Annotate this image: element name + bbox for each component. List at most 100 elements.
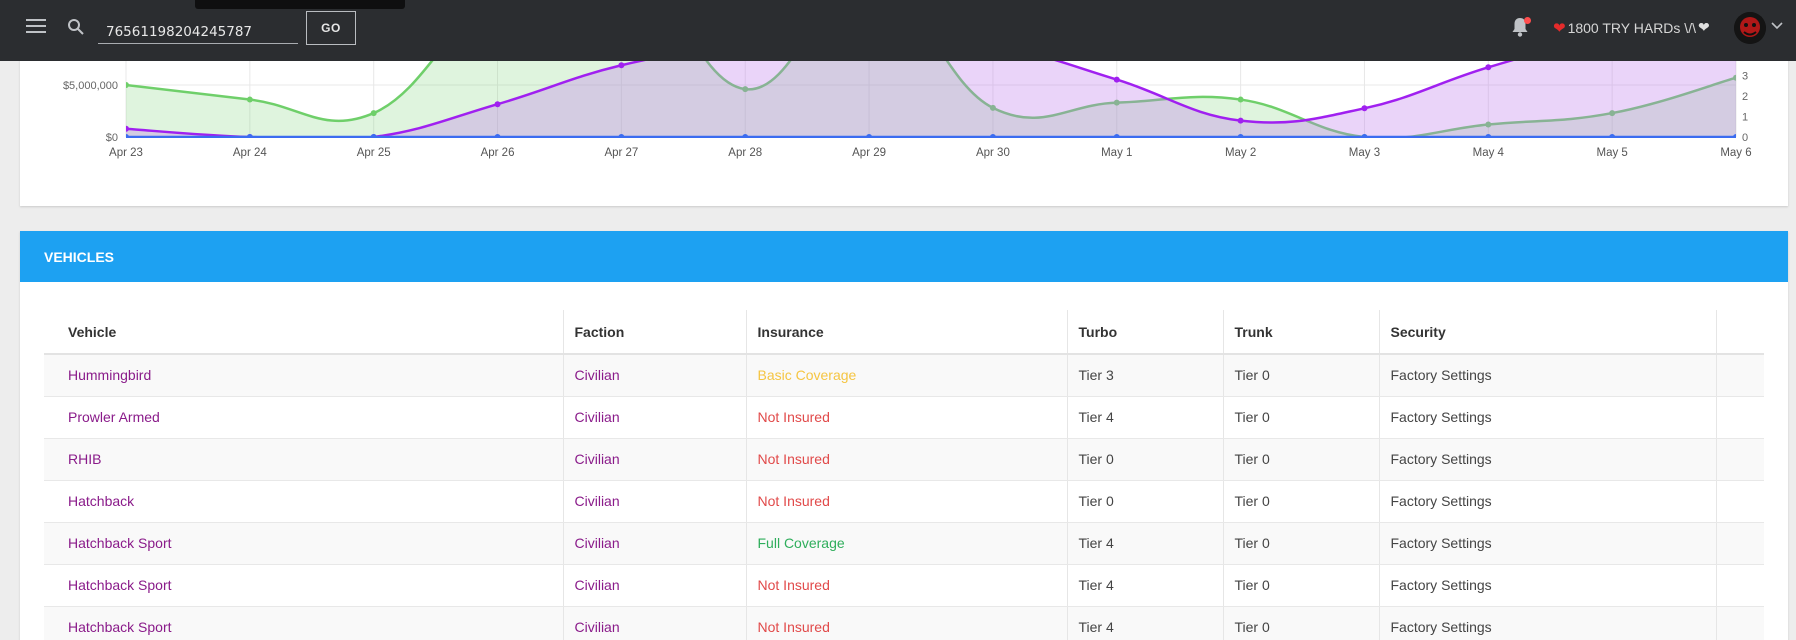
faction-link[interactable]: Civilian <box>574 577 620 593</box>
y-right-tick-label: 3 <box>1742 71 1748 83</box>
table-cell-security: Factory Settings <box>1378 438 1716 481</box>
security-setting: Factory Settings <box>1390 493 1492 509</box>
vehicle-name-link[interactable]: Hatchback Sport <box>68 577 172 593</box>
hamburger-menu-icon[interactable] <box>26 19 46 35</box>
top-navbar: GO ❤ 1800 TRY HARDs \/\ ❤ <box>0 0 1796 61</box>
bell-icon[interactable] <box>1510 16 1530 38</box>
series-2-point-12 <box>1609 134 1616 138</box>
go-button[interactable]: GO <box>306 11 356 45</box>
column-header-insurance[interactable]: Insurance <box>745 310 1067 355</box>
chart-card: $0 $5,000,000 0 1 2 3 Apr 23 Apr 24 Apr 25 Apr 26… <box>20 40 1788 206</box>
column-header-faction[interactable]: Faction <box>562 310 746 355</box>
table-header-row: Vehicle Faction Insurance Turbo Trunk Se… <box>44 310 1764 355</box>
table-cell-vehicle: Hatchback Sport <box>44 606 563 640</box>
chevron-down-icon[interactable] <box>1771 21 1783 31</box>
trunk-tier: Tier 0 <box>1234 367 1270 384</box>
series-0-point-13 <box>1733 74 1736 81</box>
faction-link[interactable]: Civilian <box>574 409 620 425</box>
series-2-point-13 <box>1733 134 1736 138</box>
table-cell-security: Factory Settings <box>1378 354 1716 397</box>
series-2-point-0 <box>126 134 129 138</box>
insurance-status: Basic Coverage <box>757 367 857 384</box>
table-row[interactable]: Hatchback Sport Civilian Not Insured Tier 4… <box>44 564 1764 607</box>
turbo-tier: Tier 3 <box>1078 367 1114 384</box>
faction-link[interactable]: Civilian <box>574 493 620 509</box>
table-cell-extra <box>1715 480 1764 523</box>
table-cell-security: Factory Settings <box>1378 396 1716 439</box>
x-tick-label: May 2 <box>1225 147 1256 159</box>
faction-link[interactable]: Civilian <box>574 367 620 384</box>
heart-icon: ❤ <box>1553 19 1566 37</box>
series-0-point-11 <box>1485 121 1492 128</box>
table-cell-turbo: Tier 0 <box>1066 480 1223 523</box>
tooltip-strip <box>195 0 405 9</box>
series-2-point-3 <box>494 134 501 138</box>
vehicle-name-link[interactable]: Hatchback <box>68 493 135 509</box>
table-row[interactable]: Hummingbird Civilian Basic Coverage Tier 3 T… <box>44 354 1764 397</box>
table-cell-trunk: Tier 0 <box>1222 564 1379 607</box>
x-tick-label: Apr 29 <box>852 147 886 159</box>
series-1-area <box>126 40 1736 138</box>
table-cell-insurance: Not Insured <box>745 564 1067 607</box>
series-0-point-8 <box>1113 99 1120 106</box>
table-row[interactable]: Prowler Armed Civilian Not Insured Tier 4 Ti… <box>44 396 1764 439</box>
table-cell-vehicle: Hummingbird <box>44 354 563 397</box>
column-header-turbo[interactable]: Turbo <box>1066 310 1223 355</box>
series-2-point-10 <box>1361 134 1368 138</box>
series-1-line <box>126 40 1594 138</box>
vehicle-name-link[interactable]: Hummingbird <box>68 367 152 384</box>
vehicles-table: Vehicle Faction Insurance Turbo Trunk Se… <box>44 310 1764 640</box>
series-2-point-7 <box>989 134 996 138</box>
table-cell-trunk: Tier 0 <box>1222 396 1379 439</box>
turbo-tier: Tier 4 <box>1078 535 1114 551</box>
table-cell-insurance: Not Insured <box>745 438 1067 481</box>
trunk-tier: Tier 0 <box>1234 451 1270 467</box>
vehicle-name-link[interactable]: RHIB <box>68 451 102 467</box>
table-cell-insurance: Not Insured <box>745 606 1067 640</box>
series-0-point-2 <box>370 110 377 117</box>
vehicle-name-link[interactable]: Hatchback Sport <box>68 619 172 635</box>
x-tick-label: Apr 27 <box>604 147 638 159</box>
steam-id-search-input[interactable] <box>98 16 298 44</box>
y-right-tick-label: 1 <box>1742 112 1748 124</box>
table-cell-turbo: Tier 4 <box>1066 522 1223 565</box>
table-row[interactable]: Hatchback Sport Civilian Not Insured Tier 4… <box>44 606 1764 640</box>
trunk-tier: Tier 0 <box>1234 619 1270 635</box>
table-cell-extra <box>1715 438 1764 481</box>
security-setting: Factory Settings <box>1390 451 1492 467</box>
vehicles-card: VEHICLES Vehicle Faction Insurance Turbo… <box>20 231 1788 640</box>
avatar[interactable] <box>1734 12 1766 44</box>
security-setting: Factory Settings <box>1390 367 1492 384</box>
column-header-security[interactable]: Security <box>1378 310 1716 355</box>
faction-link[interactable]: Civilian <box>574 619 620 635</box>
column-header-vehicle[interactable]: Vehicle <box>44 310 563 355</box>
table-cell-vehicle: Hatchback Sport <box>44 564 563 607</box>
user-menu[interactable]: ❤ 1800 TRY HARDs \/\ ❤ <box>1553 16 1710 40</box>
series-0-point-1 <box>246 96 253 103</box>
search-icon[interactable] <box>67 18 85 36</box>
vehicle-name-link[interactable]: Prowler Armed <box>68 409 160 425</box>
vehicle-name-link[interactable]: Hatchback Sport <box>68 535 172 551</box>
y-left-tick-label: $0 <box>106 132 118 144</box>
y-left-tick-label: $5,000,000 <box>63 80 118 92</box>
trunk-tier: Tier 0 <box>1234 493 1270 509</box>
insurance-status: Not Insured <box>757 451 830 467</box>
series-1-point-10 <box>1361 105 1368 112</box>
series-2-point-1 <box>246 134 253 138</box>
trunk-tier: Tier 0 <box>1234 577 1270 593</box>
insurance-status: Not Insured <box>757 577 830 593</box>
x-tick-label: Apr 23 <box>109 147 143 159</box>
series-2-point-9 <box>1237 134 1244 138</box>
column-header-trunk[interactable]: Trunk <box>1222 310 1379 355</box>
table-cell-faction: Civilian <box>562 564 746 607</box>
table-row[interactable]: RHIB Civilian Not Insured Tier 0 Tier 0 Facto… <box>44 438 1764 481</box>
table-cell-turbo: Tier 4 <box>1066 606 1223 640</box>
table-row[interactable]: Hatchback Civilian Not Insured Tier 0 Tier 0… <box>44 480 1764 523</box>
series-1-point-8 <box>1113 76 1120 83</box>
table-cell-trunk: Tier 0 <box>1222 354 1379 397</box>
series-2-point-11 <box>1485 134 1492 138</box>
table-cell-turbo: Tier 4 <box>1066 564 1223 607</box>
table-row[interactable]: Hatchback Sport Civilian Full Coverage Tier… <box>44 522 1764 565</box>
faction-link[interactable]: Civilian <box>574 535 620 551</box>
faction-link[interactable]: Civilian <box>574 451 620 467</box>
